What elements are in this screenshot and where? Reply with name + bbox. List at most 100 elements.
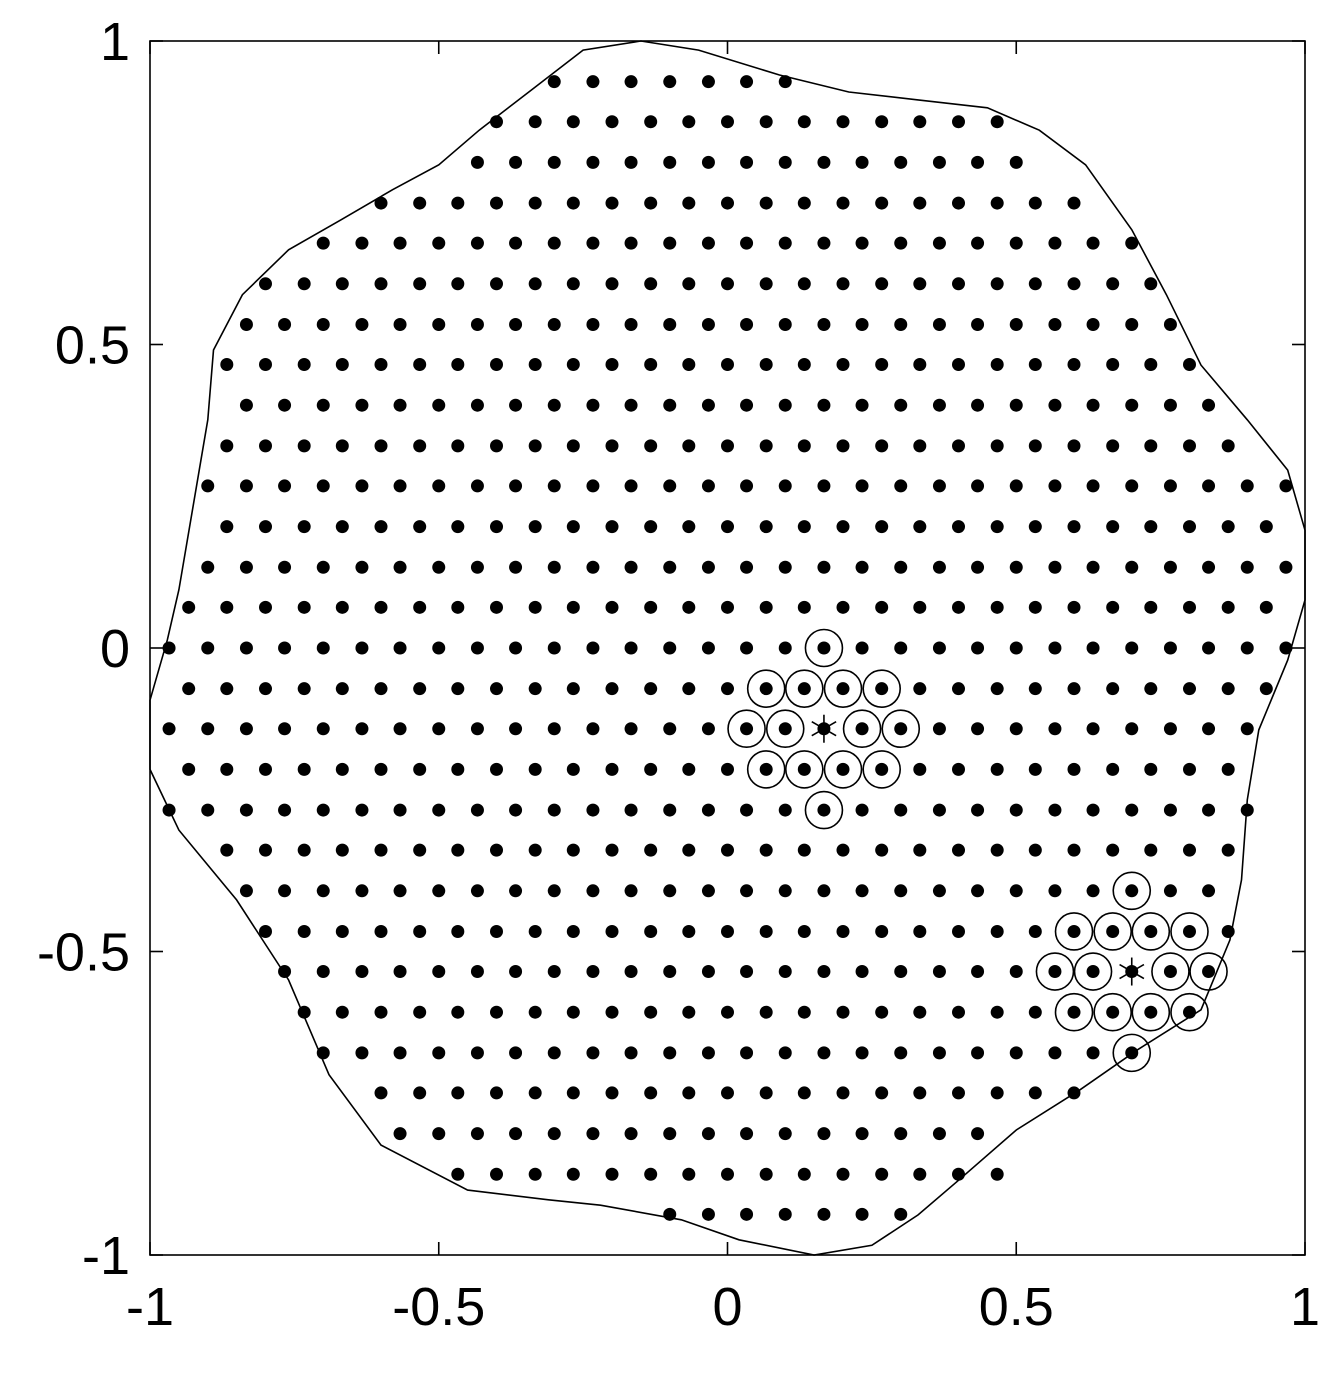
dot <box>817 317 831 331</box>
dot <box>605 924 619 938</box>
dot <box>875 600 889 614</box>
dot <box>778 479 792 493</box>
dot <box>1279 560 1293 574</box>
dot <box>1028 762 1042 776</box>
dot <box>971 236 985 250</box>
dot <box>797 1005 811 1019</box>
dot <box>393 317 407 331</box>
dot <box>836 1167 850 1181</box>
dot <box>201 479 215 493</box>
dot <box>1202 884 1216 898</box>
dot <box>182 762 196 776</box>
dot <box>855 1046 869 1060</box>
dot <box>797 1167 811 1181</box>
dot <box>335 924 349 938</box>
dot <box>547 884 561 898</box>
dot <box>663 479 677 493</box>
dot <box>239 884 253 898</box>
dot <box>817 479 831 493</box>
dot <box>374 277 388 291</box>
dot <box>393 884 407 898</box>
dot <box>547 803 561 817</box>
dot <box>817 1207 831 1221</box>
dot <box>1067 682 1081 696</box>
dot <box>586 236 600 250</box>
dot <box>932 803 946 817</box>
dot <box>413 924 427 938</box>
dot <box>759 762 773 776</box>
dot <box>1144 924 1158 938</box>
dot <box>1086 479 1100 493</box>
dot <box>932 155 946 169</box>
dot <box>1144 682 1158 696</box>
dot <box>1086 1046 1100 1060</box>
dot <box>586 1127 600 1141</box>
dot <box>1028 439 1042 453</box>
dot <box>932 1046 946 1060</box>
dot <box>1028 520 1042 534</box>
dot <box>1144 762 1158 776</box>
dot <box>1009 236 1023 250</box>
dot <box>1067 1086 1081 1100</box>
dot <box>278 479 292 493</box>
dot <box>1009 965 1023 979</box>
dot <box>1183 843 1196 857</box>
dot <box>182 682 196 696</box>
dot <box>855 236 869 250</box>
dot <box>451 600 465 614</box>
dot <box>778 398 792 412</box>
dot <box>836 115 850 129</box>
dot <box>817 1127 831 1141</box>
dot <box>605 600 619 614</box>
dot <box>355 560 369 574</box>
dot <box>509 803 523 817</box>
dot <box>894 398 908 412</box>
dot <box>875 196 889 210</box>
dot <box>721 600 734 614</box>
dot <box>297 762 311 776</box>
dot <box>1067 762 1081 776</box>
dot <box>278 560 292 574</box>
open-circle <box>1170 992 1209 1032</box>
dot <box>297 520 311 534</box>
dot <box>1240 722 1254 736</box>
dot <box>797 682 811 696</box>
dot <box>971 1127 985 1141</box>
dot <box>932 965 946 979</box>
dot <box>894 479 908 493</box>
dot <box>528 1167 542 1181</box>
dot <box>566 277 580 291</box>
dot <box>509 1127 523 1141</box>
dot <box>836 682 850 696</box>
x-tick-label: 1 <box>1290 1277 1320 1337</box>
dot <box>1009 641 1023 655</box>
dot <box>894 560 908 574</box>
dot <box>316 641 330 655</box>
dot <box>913 1167 927 1181</box>
dot <box>259 682 272 696</box>
open-circle <box>1093 912 1132 951</box>
dot <box>1067 358 1081 372</box>
dot <box>952 924 965 938</box>
dot <box>836 439 850 453</box>
dot <box>432 803 446 817</box>
dot <box>855 803 869 817</box>
dot <box>721 1086 734 1100</box>
dot <box>817 398 831 412</box>
dot <box>1144 600 1158 614</box>
dot <box>316 722 330 736</box>
dot <box>797 115 811 129</box>
dot <box>913 115 927 129</box>
dot <box>509 560 523 574</box>
dot <box>1067 196 1081 210</box>
dot <box>451 924 465 938</box>
dot <box>894 1207 908 1221</box>
dot <box>220 843 234 857</box>
dot <box>1067 924 1081 938</box>
dot <box>413 1086 427 1100</box>
dot <box>817 560 831 574</box>
dot <box>470 236 484 250</box>
dot <box>297 277 311 291</box>
dot <box>952 520 965 534</box>
x-tick-label: -0.5 <box>392 1277 485 1337</box>
